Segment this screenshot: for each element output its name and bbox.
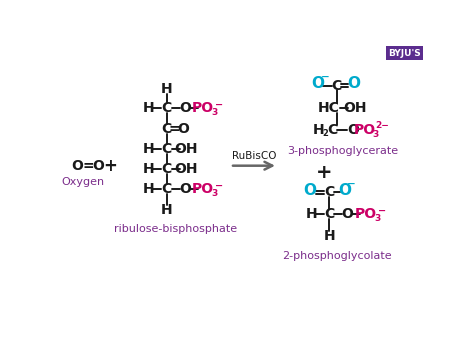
- Text: C: C: [324, 185, 334, 200]
- Text: O: O: [177, 122, 189, 136]
- Text: H: H: [161, 203, 173, 217]
- Text: C: C: [161, 101, 172, 116]
- Text: 3: 3: [374, 214, 380, 223]
- Text: ribulose-bisphosphate: ribulose-bisphosphate: [114, 225, 237, 235]
- Text: 3: 3: [211, 108, 218, 117]
- Text: −: −: [215, 100, 223, 110]
- Text: +: +: [316, 163, 332, 182]
- Text: H: H: [323, 229, 335, 243]
- Text: HC: HC: [318, 101, 339, 115]
- Text: −: −: [321, 72, 330, 82]
- Text: H: H: [161, 82, 173, 96]
- Text: O: O: [347, 123, 359, 137]
- Text: 3-phosphoglycerate: 3-phosphoglycerate: [288, 146, 399, 156]
- Text: H: H: [306, 207, 318, 221]
- Text: C: C: [324, 207, 334, 221]
- Text: O: O: [347, 76, 360, 91]
- Text: Oxygen: Oxygen: [62, 177, 105, 187]
- Text: H: H: [143, 183, 155, 196]
- Text: O: O: [72, 159, 83, 173]
- Text: O: O: [92, 159, 104, 173]
- Text: C: C: [327, 123, 337, 137]
- Text: H: H: [143, 142, 155, 156]
- Text: BYJU'S: BYJU'S: [388, 49, 421, 58]
- Text: O: O: [304, 183, 317, 198]
- Text: C: C: [331, 78, 342, 93]
- Text: PO: PO: [192, 183, 214, 196]
- Text: OH: OH: [174, 142, 198, 156]
- Text: 3: 3: [211, 189, 218, 198]
- Text: +: +: [103, 157, 117, 175]
- Text: PO: PO: [354, 123, 375, 137]
- Text: 2-phosphoglycolate: 2-phosphoglycolate: [283, 251, 392, 261]
- Text: =: =: [82, 159, 94, 173]
- Text: H: H: [313, 123, 325, 137]
- Text: C: C: [161, 142, 172, 156]
- Text: C: C: [161, 183, 172, 196]
- Text: PO: PO: [192, 101, 214, 116]
- Text: O: O: [179, 183, 191, 196]
- Text: 3: 3: [373, 129, 379, 138]
- Text: PO: PO: [355, 207, 377, 221]
- Text: H: H: [143, 101, 155, 116]
- Text: O: O: [179, 101, 191, 116]
- Text: RuBisCO: RuBisCO: [232, 151, 276, 161]
- Text: −: −: [347, 179, 356, 189]
- Text: OH: OH: [343, 101, 367, 115]
- Text: 2−: 2−: [375, 121, 389, 130]
- Text: 2: 2: [323, 129, 328, 138]
- Text: O: O: [342, 207, 354, 221]
- Text: −: −: [215, 180, 223, 191]
- Text: −: −: [378, 205, 386, 215]
- Text: C: C: [161, 122, 172, 136]
- Text: O: O: [338, 183, 351, 198]
- Text: OH: OH: [174, 162, 198, 176]
- Text: C: C: [161, 162, 172, 176]
- Text: =: =: [169, 122, 181, 136]
- Text: O: O: [311, 76, 324, 91]
- Text: H: H: [143, 162, 155, 176]
